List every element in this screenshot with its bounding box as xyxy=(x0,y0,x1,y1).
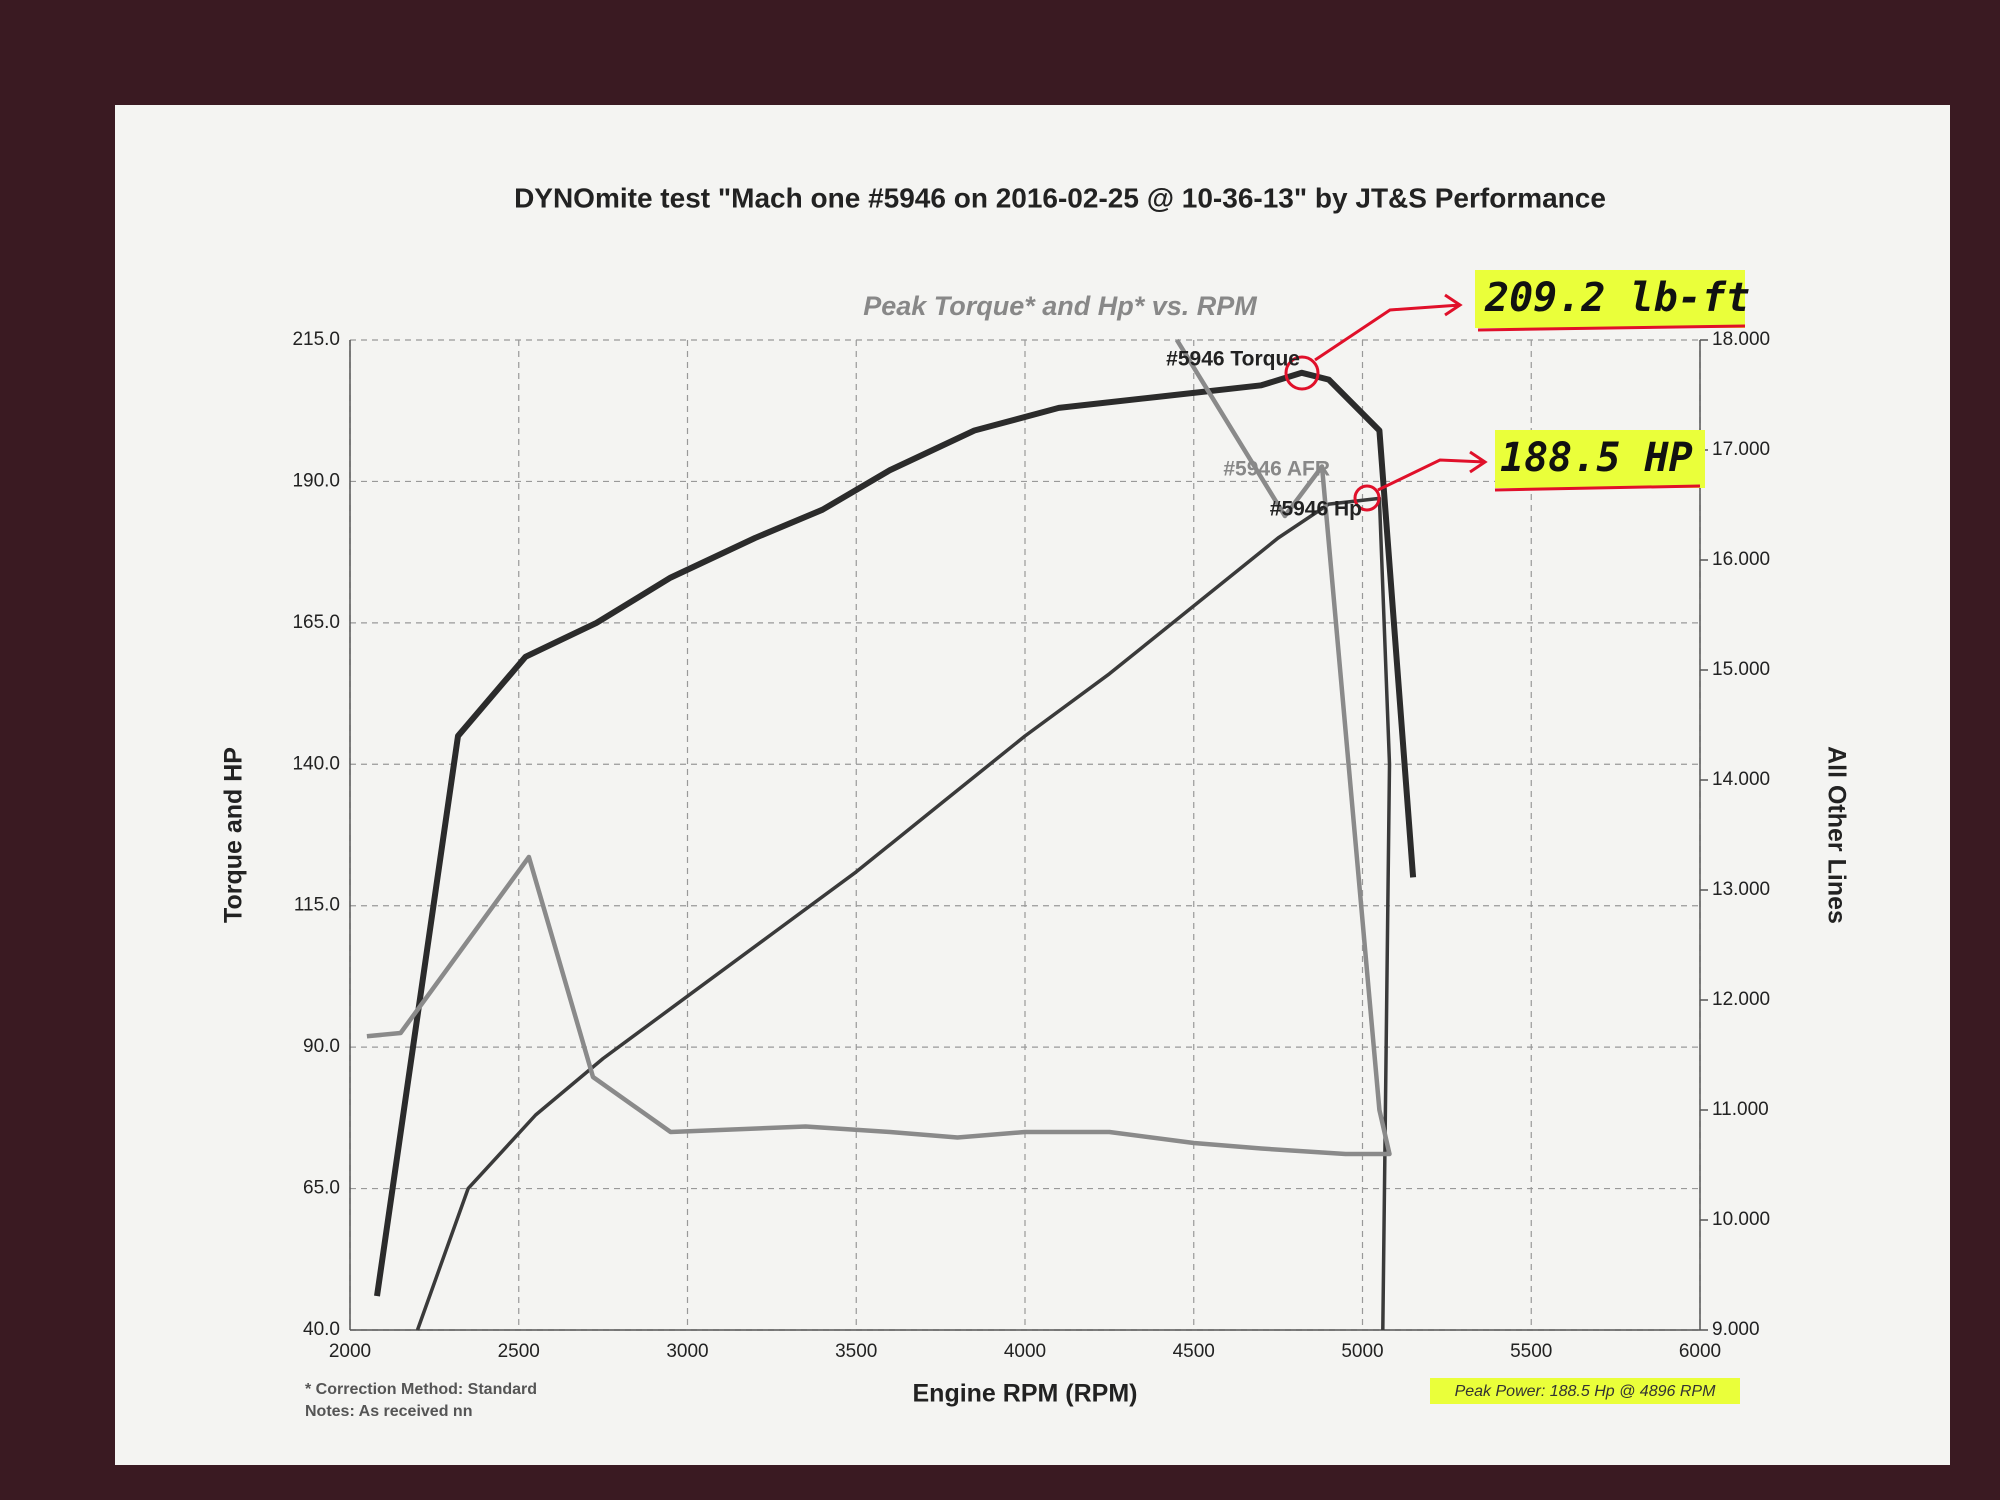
y2-tick-label: 15.000 xyxy=(1712,659,1770,680)
y2-axis-label: All Other Lines xyxy=(1822,746,1850,924)
y2-tick-label: 12.000 xyxy=(1712,989,1770,1010)
peak-power-note: Peak Power: 188.5 Hp @ 4896 RPM xyxy=(1455,1383,1716,1400)
x-tick-label: 6000 xyxy=(1679,1341,1721,1362)
y-tick-label: 40.0 xyxy=(303,1319,340,1340)
y2-tick-label: 16.000 xyxy=(1712,549,1770,570)
y-tick-label: 215.0 xyxy=(292,329,340,350)
hp-note: 188.5 HP xyxy=(1500,435,1693,481)
arrow xyxy=(1377,450,1488,492)
y-tick-label: 65.0 xyxy=(303,1178,340,1199)
y-tick-label: 190.0 xyxy=(292,470,340,491)
handwritten-notes: 209.2 lb-ft 188.5 HP xyxy=(1284,270,1750,512)
highlight xyxy=(1495,430,1705,488)
chart-title: DYNOmite test "Mach one #5946 on 2016-02… xyxy=(514,182,1606,213)
x-tick-label: 5000 xyxy=(1341,1341,1383,1362)
x-tick-label: 4000 xyxy=(1004,1341,1046,1362)
arrow xyxy=(1314,293,1463,362)
chart-subtitle: Peak Torque* and Hp* vs. RPM xyxy=(863,291,1257,321)
y2-tick-label: 18.000 xyxy=(1712,329,1770,350)
y2-tick-label: 9.000 xyxy=(1712,1319,1760,1340)
y-tick-label: 115.0 xyxy=(294,895,340,916)
footnote: * Correction Method: Standard xyxy=(305,1381,537,1398)
peak-circle xyxy=(1353,484,1381,512)
series-label: #5946 Torque xyxy=(1166,348,1300,371)
y2-tick-label: 11.000 xyxy=(1712,1099,1769,1120)
axes: 2000 2500 3000 3500 4000 4500 5000 5500 6000 40.0… xyxy=(292,329,1770,1362)
y2-tick-label: 10.000 xyxy=(1712,1209,1770,1230)
x-tick-label: 2500 xyxy=(498,1341,540,1362)
series-line xyxy=(374,369,1417,1297)
x-tick-label: 3500 xyxy=(835,1341,877,1362)
paper xyxy=(115,105,1950,1465)
y-axis-label: Torque and HP xyxy=(220,747,248,923)
y2-tick-label: 13.000 xyxy=(1712,879,1770,900)
y-tick-label: 90.0 xyxy=(303,1036,340,1057)
x-tick-label: 3000 xyxy=(666,1341,708,1362)
series-label: #5946 Hp xyxy=(1270,498,1362,521)
highlight xyxy=(1430,1378,1740,1404)
y2-tick-label: 14.000 xyxy=(1712,769,1770,790)
series-label: #5946 AFR xyxy=(1223,458,1330,481)
y2-tick-label: 17.000 xyxy=(1712,439,1770,460)
y-tick-label: 165.0 xyxy=(292,612,340,633)
x-tick-label: 2000 xyxy=(329,1341,371,1362)
x-tick-label: 5500 xyxy=(1510,1341,1552,1362)
footnote: Notes: As received nn xyxy=(305,1403,472,1420)
x-axis-label: Engine RPM (RPM) xyxy=(913,1380,1138,1408)
y-tick-label: 140.0 xyxy=(292,753,340,774)
series-line xyxy=(366,338,1392,1157)
peak-circle xyxy=(1284,355,1320,391)
torque-note: 209.2 lb-ft xyxy=(1484,275,1750,321)
underline xyxy=(1494,484,1701,492)
highlight xyxy=(1475,270,1745,328)
x-tick-label: 4500 xyxy=(1173,1341,1215,1362)
underline xyxy=(1477,324,1746,332)
